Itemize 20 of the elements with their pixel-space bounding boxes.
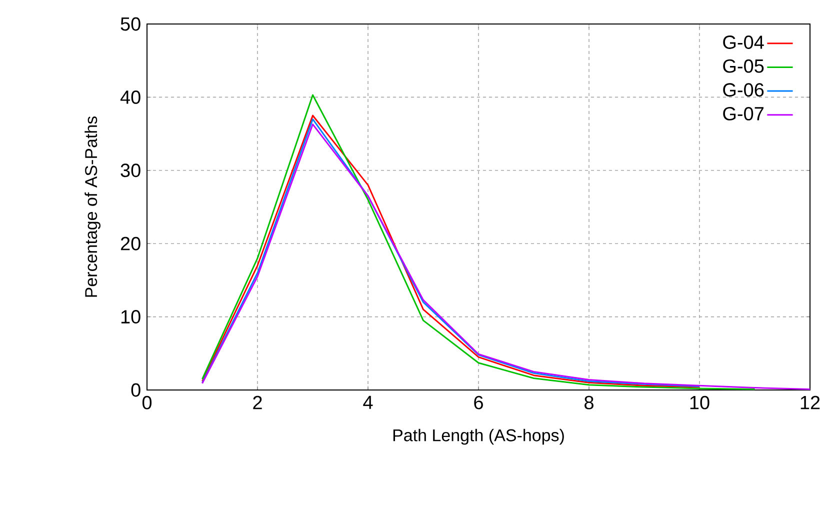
x-tick-label: 2 xyxy=(253,396,262,410)
x-tick-label: 12 xyxy=(800,396,820,410)
y-tick-label: 30 xyxy=(120,164,140,178)
y-tick-label: 10 xyxy=(121,310,140,324)
legend-label: G-06 xyxy=(723,83,764,97)
y-tick-label: 20 xyxy=(120,236,140,250)
y-tick-label: 50 xyxy=(120,17,140,31)
y-axis-title: Percentage of AS-Paths xyxy=(84,116,100,297)
x-tick-label: 0 xyxy=(142,396,152,410)
x-axis-title: Path Length (AS-hops) xyxy=(393,428,564,445)
line-series xyxy=(202,124,810,390)
y-tick-label: 0 xyxy=(131,383,140,397)
legend-label: G-05 xyxy=(723,59,764,73)
x-tick-label: 6 xyxy=(474,396,483,410)
x-tick-label: 10 xyxy=(690,396,710,410)
x-tick-label: 8 xyxy=(584,396,594,410)
legend-label: G-07 xyxy=(723,106,764,120)
legend-label: G-04 xyxy=(723,36,764,49)
y-tick-label: 40 xyxy=(120,90,140,104)
x-tick-label: 4 xyxy=(363,396,373,409)
